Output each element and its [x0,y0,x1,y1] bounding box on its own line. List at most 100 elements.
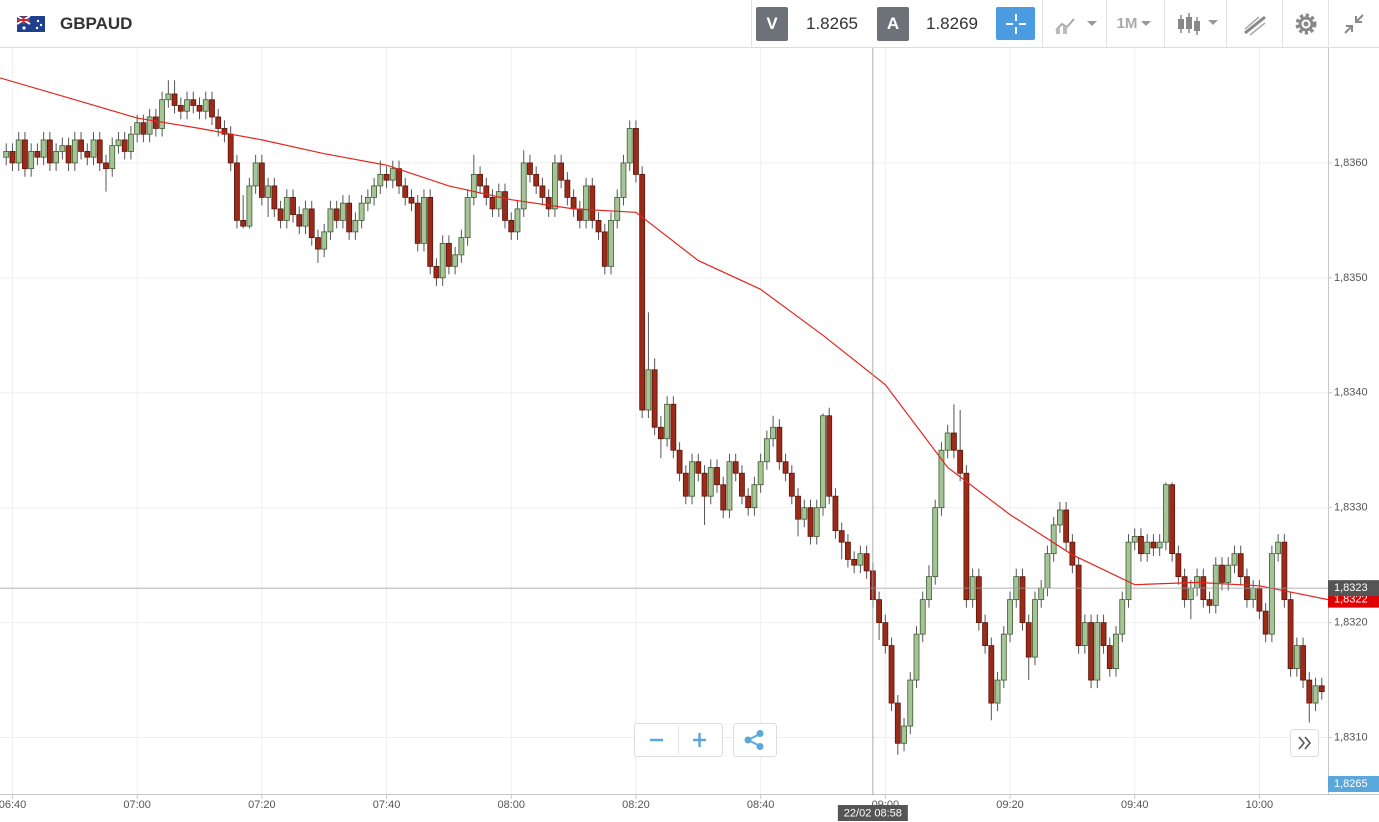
candle-body [271,185,278,210]
candle-body [583,185,589,221]
candle-body [701,472,708,497]
share-button[interactable] [733,723,777,757]
scroll-right-button[interactable] [1290,729,1319,757]
candle-body [446,242,452,267]
candle-body [115,139,122,147]
candle-body [159,99,166,129]
candle-body [745,495,752,509]
zoom-in-button[interactable] [693,733,706,747]
candle-body [489,196,496,210]
candle-body [1063,509,1070,543]
candle-body [851,559,858,566]
candle-body [477,174,483,187]
candle-body [327,208,334,233]
candle-body [333,208,340,221]
sell-price[interactable]: 1.8265 [806,13,858,33]
candle-body [140,122,147,135]
candle-body [1212,564,1219,606]
toolbar: GBPAUD V 1.8265 A 1.8269 1M [0,0,1379,48]
x-tick-label: 06:40 [0,799,26,811]
sell-label[interactable]: V [756,7,788,41]
candle-body [1187,587,1194,601]
candle-body [358,202,365,221]
candle-body [240,219,247,227]
buy-price[interactable]: 1.8269 [926,13,978,33]
buy-label[interactable]: A [877,7,909,41]
candle-body [751,484,758,509]
timeframe-button[interactable]: 1M [1106,0,1164,47]
candle-body [1000,633,1007,681]
candle-body [832,495,839,532]
candle-body [739,472,745,497]
candle-body [90,139,97,158]
candle-body [1100,622,1107,646]
candle-body [539,185,546,198]
candle-body [65,145,72,164]
candle-body [732,461,739,474]
fullscreen-button[interactable] [1328,0,1379,47]
drawing-button[interactable] [1226,0,1282,47]
y-tick-label: 1,8330 [1334,502,1368,514]
candle-body [845,541,851,560]
candle-body [801,507,808,520]
y-tick-label: 1,8350 [1334,272,1368,284]
candle-body [533,174,540,187]
candle-body [1237,553,1244,578]
chart-type-button[interactable] [1164,0,1226,47]
candle-body [982,622,988,646]
candle-body [1019,576,1026,624]
candle-body [290,196,296,216]
candle-body [595,219,602,233]
candle-body [664,403,671,440]
candle-body [439,242,446,279]
candle-body [1106,645,1113,669]
candle-body [371,185,377,198]
candle-body [1225,564,1232,583]
candle-body [1275,541,1282,555]
candle-body [863,553,870,572]
candle-body [1138,536,1144,555]
candle-body [1306,679,1313,704]
candle-body [857,553,864,566]
candle-body [134,122,141,135]
candle-body [645,369,652,411]
plot [0,77,1329,755]
candle-body [726,461,733,511]
candle-body [221,128,228,135]
candle-body [876,599,882,624]
candle-body [807,507,814,537]
candle-body [689,461,695,497]
candle-body [1150,541,1157,549]
candle-body [3,151,10,158]
y-tick-label: 1,8340 [1334,387,1368,399]
candle-body [1162,484,1169,543]
candle-body [315,237,321,250]
candle-body [258,162,265,198]
candle-body [1293,645,1300,669]
candle-body [1169,484,1176,555]
candle-body [1287,599,1294,669]
candle-body [508,219,515,233]
candle-body [757,461,764,486]
candle-body [71,139,78,164]
candle-body [28,151,35,170]
candle-body [1081,622,1088,646]
candle-body [1050,524,1057,555]
candle-body [1075,564,1082,647]
settings-button[interactable] [1282,0,1328,47]
crosshair-button[interactable] [996,7,1035,40]
candle-body [988,645,995,704]
candle-body [551,162,558,210]
candle-body [626,128,633,164]
candle-body [1156,541,1163,549]
candle-body [414,202,421,244]
candle-body [177,105,184,112]
candle-body [944,432,951,451]
candle-body [1268,553,1275,635]
candle-body [22,139,28,170]
candle-body [1281,541,1288,601]
candle-body [128,133,134,152]
candle-body [321,231,328,250]
candle-body [1094,622,1101,681]
indicator-button[interactable] [1042,0,1106,47]
